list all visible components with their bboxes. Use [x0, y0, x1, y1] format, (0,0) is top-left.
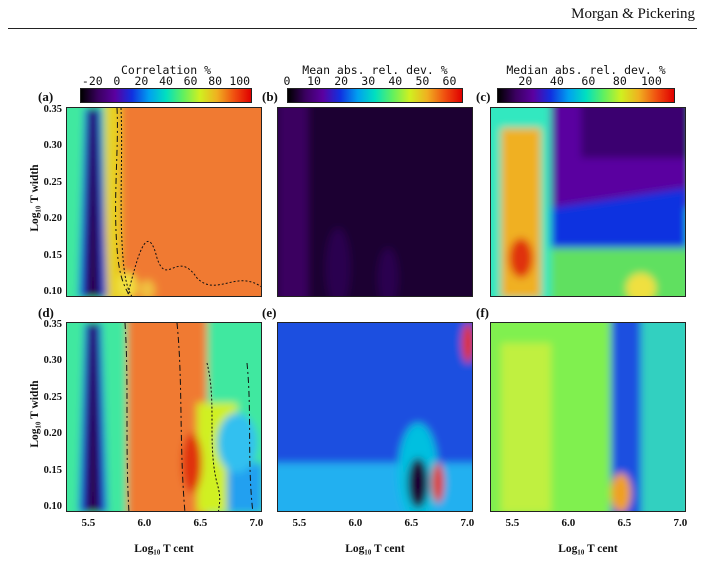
- x-tick-label: 6.5: [404, 517, 419, 529]
- heatmap-image: [278, 108, 472, 296]
- y-tick-label: 0.15: [43, 249, 62, 261]
- colorbar-title: Mean abs. rel. dev. %: [302, 63, 448, 77]
- colorbar-title: Correlation %: [120, 63, 211, 77]
- x-axis-title-right: Log₁₀ T cent: [558, 543, 618, 555]
- x-tick-label: 7.0: [673, 517, 688, 529]
- y-tick-label: 0.25: [43, 176, 62, 188]
- x-tick-label: 6.0: [348, 517, 363, 529]
- y-tick-label: 0.20: [43, 428, 62, 440]
- colorbar-tick-label: 50: [415, 74, 430, 88]
- x-tick-label: 5.5: [292, 517, 307, 529]
- colorbar-tick-label: 10: [307, 74, 321, 88]
- panel-f-median-dev: [490, 322, 686, 512]
- y-tick-label: 0.35: [43, 318, 62, 330]
- heatmap-image: [67, 108, 261, 296]
- panel-c-median-dev: [490, 107, 686, 297]
- colorbar-title: Median abs. rel. dev. %: [506, 63, 666, 77]
- colorbar-gradient: [80, 88, 252, 103]
- y-axis-title-top: Log₁₀ T width: [29, 164, 41, 232]
- panel-d-correlation: [66, 322, 262, 512]
- colorbar-tick-label: 20: [334, 74, 349, 88]
- x-tick-label: 6.0: [137, 517, 152, 529]
- colorbar-tick-label: 100: [229, 74, 251, 88]
- panel-label-a: (a): [38, 89, 54, 104]
- heatmap-image: [67, 323, 261, 511]
- colorbar-gradient: [497, 88, 675, 103]
- heatmap-image: [491, 323, 685, 511]
- panel-a-correlation: [66, 107, 262, 297]
- panel-e-mean-dev: [277, 322, 473, 512]
- colorbar-tick-label: 40: [549, 74, 564, 88]
- y-axis-title-bottom: Log₁₀ T width: [29, 380, 41, 448]
- y-tick-label: 0.25: [43, 391, 62, 403]
- y-tick-label: 0.15: [43, 464, 62, 476]
- y-tick-label: 0.30: [43, 140, 62, 152]
- y-tick-label: 0.35: [43, 103, 62, 115]
- panel-label-d: (d): [38, 305, 54, 320]
- colorbar-tick-label: -20: [81, 74, 103, 88]
- colorbar-tick-label: 40: [159, 74, 173, 88]
- colorbar-tick-label: 20: [518, 74, 533, 88]
- y-tick-label: 0.20: [43, 213, 62, 225]
- colorbar-tick-label: 60: [442, 74, 457, 88]
- panel-label-b: (b): [262, 89, 278, 104]
- panel-label-e: (e): [262, 305, 277, 320]
- x-tick-label: 6.5: [193, 517, 208, 529]
- x-axis-title-middle: Log₁₀ T cent: [345, 543, 405, 555]
- header-rule: [8, 28, 697, 29]
- heatmap-image: [491, 108, 685, 296]
- heatmap-image: [278, 323, 472, 511]
- colorbar-tick-label: 20: [134, 74, 149, 88]
- colorbar-tick-label: 80: [612, 74, 627, 88]
- x-tick-label: 6.0: [561, 517, 576, 529]
- x-tick-label: 6.5: [617, 517, 632, 529]
- colorbar-tick-label: 40: [388, 74, 403, 88]
- colorbar-tick-label: 80: [208, 74, 223, 88]
- colorbar-tick-label: 60: [581, 74, 596, 88]
- x-tick-label: 5.5: [505, 517, 520, 529]
- y-tick-label: 0.10: [43, 501, 62, 513]
- x-tick-label: 5.5: [81, 517, 96, 529]
- colorbar-tick-label: 100: [640, 74, 662, 88]
- panel-label-c: (c): [476, 89, 491, 104]
- colorbar-gradient: [287, 88, 463, 103]
- panel-b-mean-dev: [277, 107, 473, 297]
- x-tick-label: 7.0: [249, 517, 264, 529]
- colorbar-tick-label: 0: [113, 74, 121, 88]
- y-tick-label: 0.10: [43, 286, 62, 298]
- x-tick-label: 7.0: [460, 517, 475, 529]
- colorbar-tick-label: 30: [361, 74, 376, 88]
- running-head: Morgan & Pickering: [571, 6, 695, 22]
- panel-label-f: (f): [476, 305, 489, 320]
- y-tick-label: 0.30: [43, 355, 62, 367]
- colorbar-tick-label: 60: [183, 74, 198, 88]
- colorbar-tick-label: 0: [283, 74, 291, 88]
- x-axis-title-left: Log₁₀ T cent: [134, 543, 194, 555]
